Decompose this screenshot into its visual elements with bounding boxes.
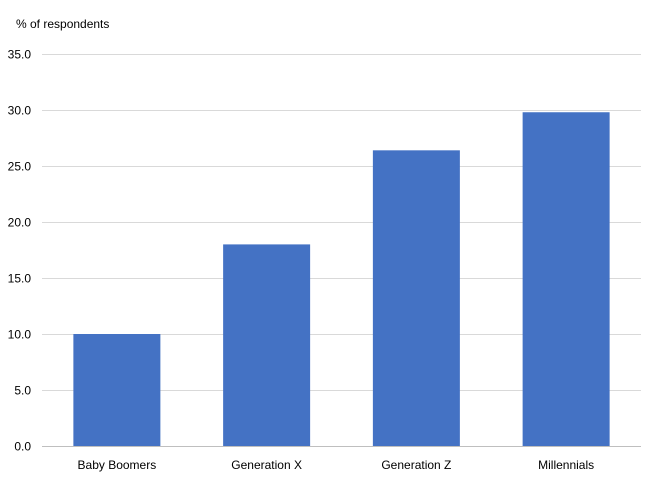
x-tick-label: Generation Z [381,458,451,472]
x-tick-label: Baby Boomers [78,458,157,472]
y-axis-label: % of respondents [16,17,109,31]
y-tick-label: 35.0 [8,48,32,62]
bar-baby-boomers [73,334,161,446]
y-tick-label: 15.0 [8,272,32,286]
bar-millennials [522,112,610,447]
bar-generation-x [223,244,311,446]
x-axis-ticks: Baby Boomers Generation X Generation Z Mill… [78,458,595,472]
y-tick-label: 10.0 [8,328,32,342]
x-tick-label: Millennials [538,458,594,472]
y-tick-label: 0.0 [14,440,31,454]
y-tick-label: 25.0 [8,160,32,174]
y-tick-label: 5.0 [14,384,31,398]
y-axis-ticks: 0.0 5.0 10.0 15.0 20.0 25.0 30.0 35.0 [8,48,32,454]
y-tick-label: 20.0 [8,216,32,230]
x-tick-label: Generation X [231,458,302,472]
bars [73,112,610,447]
y-tick-label: 30.0 [8,104,32,118]
bar-generation-z [372,150,460,446]
